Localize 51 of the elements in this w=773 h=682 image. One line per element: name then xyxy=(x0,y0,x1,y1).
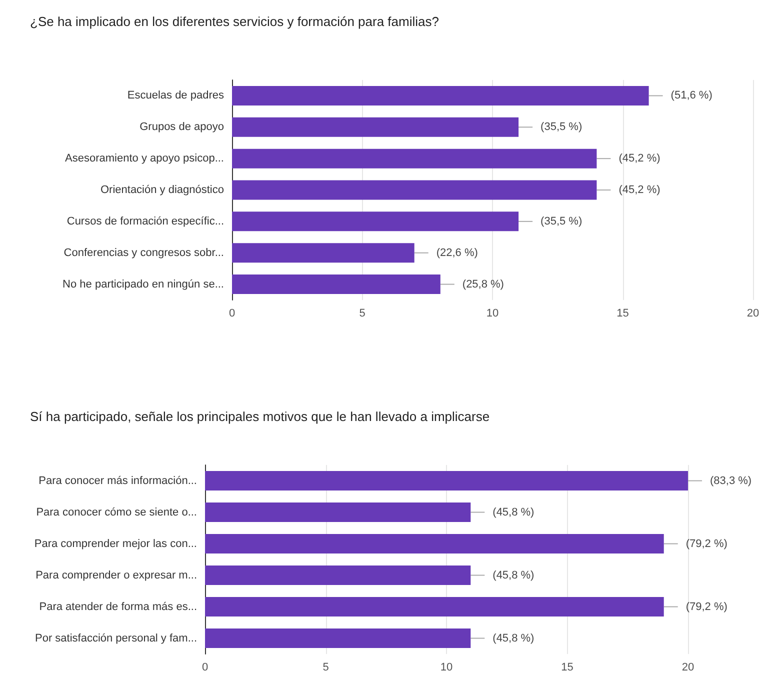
annotation: (45,8 %) xyxy=(492,569,534,582)
x-tick-label: 10 xyxy=(486,308,499,320)
annotation: (79,2 %) xyxy=(686,600,728,613)
annotation: (45,8 %) xyxy=(492,506,534,518)
annotation: (35,5 %) xyxy=(540,215,582,228)
y-tick-label: Para comprender mejor las con... xyxy=(34,538,197,550)
x-tick-label: 5 xyxy=(359,308,366,320)
y-tick-label: Por satisfacción personal y fam... xyxy=(34,632,197,644)
annotation: (35,5 %) xyxy=(540,121,582,134)
annotation: (51,6 %) xyxy=(670,90,712,102)
bar xyxy=(232,117,519,137)
annotation: (45,2 %) xyxy=(618,152,660,165)
bar xyxy=(205,565,471,586)
y-tick-label: Para conocer más información... xyxy=(38,474,197,487)
bar xyxy=(232,86,649,106)
y-tick-label: Para conocer cómo se siente o... xyxy=(36,506,197,518)
chart-title: Sí ha participado, señale los principales motivos que le han llevado a implicarse xyxy=(30,409,490,424)
x-tick-label: 15 xyxy=(561,662,574,674)
annotation: (22,6 %) xyxy=(436,246,478,259)
x-tick-label: 5 xyxy=(322,662,329,674)
annotation: (45,2 %) xyxy=(618,184,660,196)
bar xyxy=(232,243,414,263)
x-tick-label: 0 xyxy=(228,308,236,320)
bar xyxy=(205,470,688,491)
annotation: (79,2 %) xyxy=(686,538,728,550)
y-tick-label: Para atender de forma más es... xyxy=(39,600,197,613)
bar xyxy=(232,274,440,294)
y-tick-label: No he participado en ningún se... xyxy=(62,278,224,290)
bar xyxy=(205,596,664,617)
x-tick-label: 20 xyxy=(682,662,694,674)
bar xyxy=(205,534,664,554)
x-tick-label: 0 xyxy=(202,662,208,674)
bar xyxy=(232,180,597,200)
bar xyxy=(205,628,471,648)
annotation: (83,3 %) xyxy=(710,474,752,487)
y-tick-label: Grupos de apoyo xyxy=(140,121,224,134)
x-tick-label: 10 xyxy=(440,662,453,674)
x-tick-label: 20 xyxy=(746,308,760,320)
annotation: (25,8 %) xyxy=(462,278,504,290)
y-tick-label: Cursos de formación específic... xyxy=(66,215,224,228)
y-tick-label: Escuelas de padres xyxy=(127,90,224,102)
bar xyxy=(232,212,519,232)
annotation: (45,8 %) xyxy=(492,632,534,644)
x-tick-label: 15 xyxy=(616,308,629,320)
bar xyxy=(232,148,597,168)
y-tick-label: Para comprender o expresar m... xyxy=(36,569,197,582)
y-tick-label: Orientación y diagnóstico xyxy=(100,184,224,196)
bar xyxy=(205,502,471,522)
chart-title: ¿Se ha implicado en los diferentes servicios y formación para familias? xyxy=(30,14,439,29)
y-tick-label: Conferencias y congresos sobr... xyxy=(64,246,224,259)
y-tick-label: Asesoramiento y apoyo psicop... xyxy=(65,152,224,165)
